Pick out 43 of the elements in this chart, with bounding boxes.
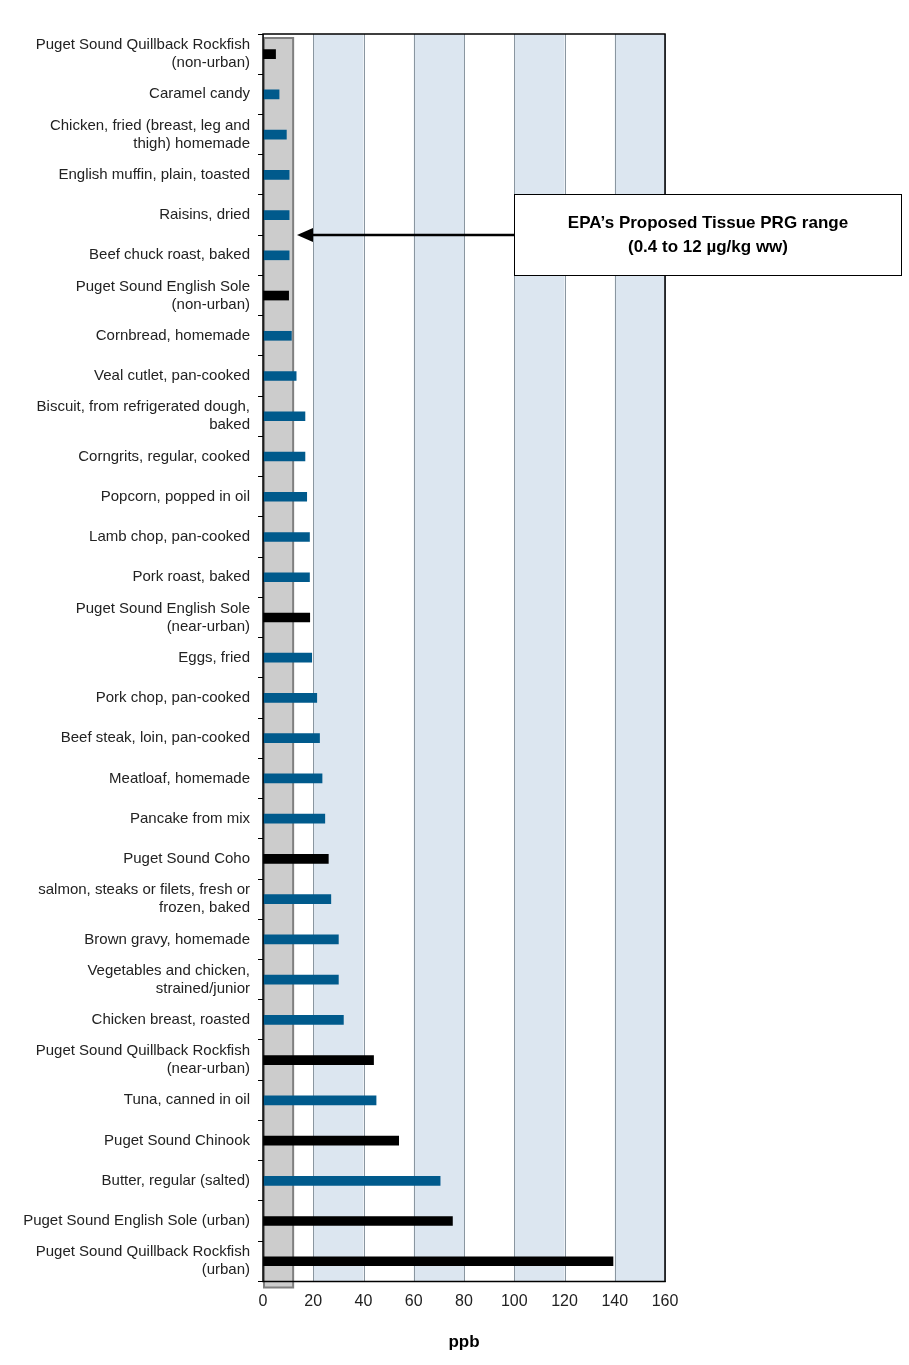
y-tick-label: Puget Sound English Sole (near-urban) bbox=[75, 598, 250, 634]
y-tick-label: Puget Sound Quillback Rockfish (near-urban) bbox=[35, 1041, 250, 1077]
y-tick-label: Chicken breast, roasted bbox=[91, 1009, 250, 1027]
x-tick-label: 80 bbox=[455, 1292, 473, 1310]
x-tick-label: 20 bbox=[304, 1292, 323, 1310]
x-tick-label: 60 bbox=[404, 1292, 423, 1310]
y-tick-label: Meatloaf, homemade bbox=[109, 768, 250, 786]
y-tick-label: Beef chuck roast, baked bbox=[89, 245, 250, 263]
y-tick-label: Tuna, canned in oil bbox=[123, 1090, 250, 1108]
callout-box: EPA’s Proposed Tissue PRG range (0.4 to 12 µg/kg ww) bbox=[514, 194, 902, 277]
y-tick-label: Puget Sound Quillback Rockfish (urban) bbox=[35, 1242, 250, 1278]
y-tick-label: Pork roast, baked bbox=[132, 567, 250, 585]
y-tick-label: Eggs, fried bbox=[178, 647, 250, 665]
x-tick-label: 100 bbox=[500, 1292, 528, 1310]
y-tick-label: Puget Sound English Sole (non-urban) bbox=[75, 276, 250, 312]
y-tick-label: Chicken, fried (breast, leg and thigh) homemade bbox=[49, 115, 250, 151]
y-tick-label: Corngrits, regular, cooked bbox=[78, 446, 250, 464]
x-tick-label: 160 bbox=[651, 1292, 679, 1310]
y-tick-label: Butter, regular (salted) bbox=[101, 1170, 250, 1188]
y-tick-label: Beef steak, loin, pan-cooked bbox=[60, 728, 250, 746]
y-tick-label: English muffin, plain, toasted bbox=[58, 164, 250, 182]
x-tick-label: 140 bbox=[601, 1292, 629, 1310]
y-tick-label: Vegetables and chicken, strained/junior bbox=[87, 960, 250, 996]
y-tick-label: Puget Sound English Sole (urban) bbox=[23, 1211, 250, 1229]
y-tick-label: Brown gravy, homemade bbox=[84, 929, 250, 947]
y-tick-label: Puget Sound Quillback Rockfish (non-urban) bbox=[35, 35, 250, 71]
y-tick-label: Caramel candy bbox=[149, 84, 251, 102]
y-tick-label: Popcorn, popped in oil bbox=[100, 486, 250, 504]
y-tick-label: Pork chop, pan-cooked bbox=[95, 688, 250, 706]
x-tick-label: 120 bbox=[551, 1292, 578, 1310]
x-axis-title: ppb bbox=[448, 1332, 480, 1352]
y-tick-label: Veal cutlet, pan-cooked bbox=[94, 366, 250, 384]
y-tick-label: Cornbread, homemade bbox=[95, 325, 250, 343]
y-tick-label: Raisins, dried bbox=[159, 205, 250, 223]
y-tick-label: Puget Sound Chinook bbox=[104, 1130, 251, 1148]
y-tick-label: Biscuit, from refrigerated dough, baked bbox=[36, 397, 250, 433]
y-tick-label: Pancake from mix bbox=[129, 808, 251, 826]
y-tick-label: Lamb chop, pan-cooked bbox=[89, 527, 250, 545]
x-tick-label: 0 bbox=[258, 1292, 268, 1310]
y-tick-label: salmon, steaks or filets, fresh or frozen, baked bbox=[38, 880, 250, 916]
x-tick-label: 40 bbox=[354, 1292, 373, 1310]
y-tick-label: Puget Sound Coho bbox=[123, 849, 250, 867]
annotation: EPA’s Proposed Tissue PRG range (0.4 to 12 µg/kg ww) bbox=[566, 212, 850, 259]
